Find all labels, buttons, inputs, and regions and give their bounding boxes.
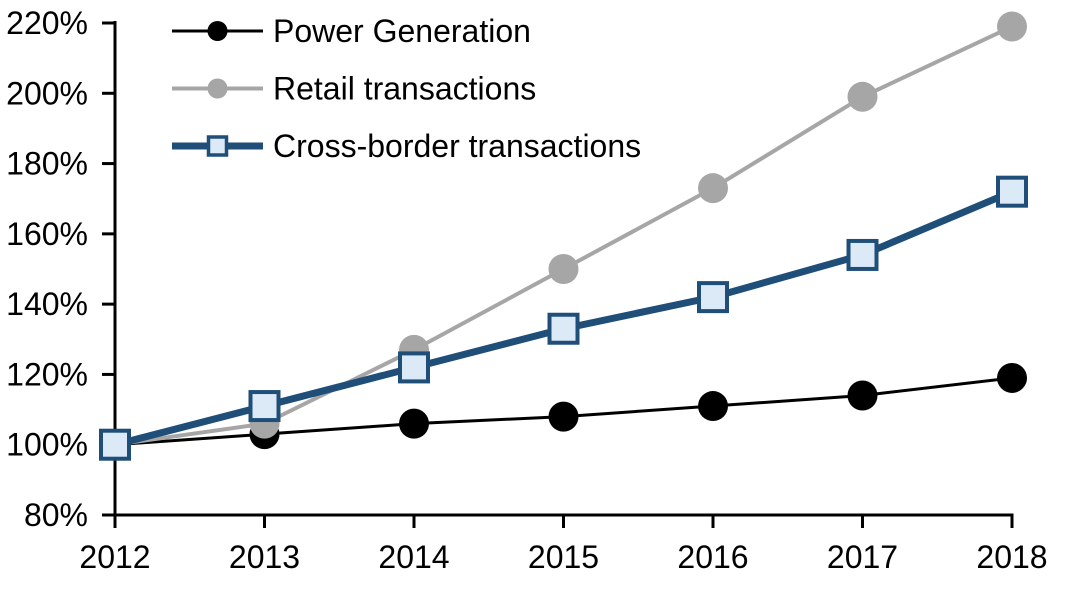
legend-swatch-marker <box>207 21 228 41</box>
data-point-marker-retail-transactions <box>548 254 579 284</box>
x-tick-label: 2017 <box>827 539 898 575</box>
y-tick-label: 220% <box>6 5 88 41</box>
series-cross-border-transactions <box>99 175 1028 461</box>
legend: Power Generation Retail transactions Cross… <box>172 13 641 164</box>
data-point-marker-cross-border-transactions <box>846 238 879 271</box>
data-point-marker-cross-border-transactions <box>248 390 281 423</box>
data-point-marker-cross-border-transactions <box>547 312 580 345</box>
legend-label: Retail transactions <box>273 71 536 107</box>
x-axis-ticks: 2012 2013 2014 2015 2016 2017 2018 <box>79 515 1048 575</box>
y-tick-label: 200% <box>6 75 88 111</box>
legend-item-power-generation: Power Generation <box>172 13 531 49</box>
data-point-marker-power-generation <box>997 362 1027 393</box>
y-tick-label: 180% <box>6 146 88 182</box>
data-point-marker-power-generation <box>399 408 429 439</box>
y-tick-label: 80% <box>24 497 88 533</box>
data-point-marker-retail-transactions <box>847 81 878 112</box>
x-tick-label: 2016 <box>677 539 748 575</box>
y-axis-ticks: 80% 100% 120% 140% 160% 180% 200% 220% <box>6 5 115 533</box>
data-point-marker-retail-transactions <box>997 11 1027 42</box>
y-tick-label: 120% <box>6 356 88 392</box>
legend-swatch-marker <box>207 78 228 99</box>
data-point-marker-power-generation <box>698 391 728 422</box>
legend-label: Cross-border transactions <box>273 128 641 164</box>
x-tick-label: 2018 <box>976 539 1047 575</box>
legend-item-cross-border-transactions: Cross-border transactions <box>172 128 641 164</box>
y-tick-label: 100% <box>6 427 88 463</box>
data-point-marker-power-generation <box>548 401 579 432</box>
legend-item-retail-transactions: Retail transactions <box>172 71 536 107</box>
data-point-marker-power-generation <box>847 380 878 411</box>
x-tick-label: 2015 <box>528 539 599 575</box>
data-point-marker-cross-border-transactions <box>697 281 729 314</box>
y-tick-label: 160% <box>6 216 88 252</box>
y-tick-label: 140% <box>6 286 88 322</box>
data-point-marker-retail-transactions <box>698 173 728 204</box>
legend-label: Power Generation <box>273 13 531 49</box>
x-tick-label: 2013 <box>229 539 300 575</box>
data-point-marker-cross-border-transactions <box>398 351 430 384</box>
x-tick-label: 2012 <box>79 539 150 575</box>
data-point-marker-cross-border-transactions <box>996 175 1028 208</box>
data-point-marker-cross-border-transactions <box>99 428 131 461</box>
series-retail-transactions <box>100 11 1027 460</box>
x-tick-label: 2014 <box>378 539 449 575</box>
legend-swatch-marker <box>206 135 229 157</box>
